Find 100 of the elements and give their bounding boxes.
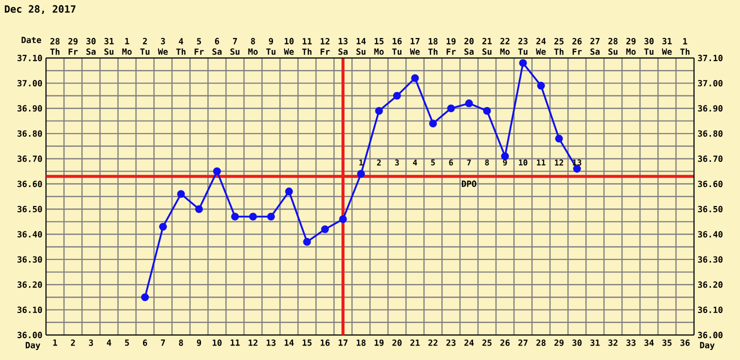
annotation: DPO: [462, 180, 476, 187]
x-axis-title: Day: [26, 342, 40, 350]
text: 1 Th: [680, 38, 690, 55]
point: [303, 238, 311, 246]
text: 18 Th: [428, 38, 438, 55]
x-tick-label: 10: [212, 340, 222, 346]
x-tick-label: 23: [446, 340, 456, 346]
x-tick-label: 7: [161, 340, 165, 346]
x-tick-label: 22: [428, 340, 438, 346]
x-tick-label: 21: [410, 340, 420, 346]
y-tick-label: 36.60: [18, 180, 42, 188]
point: [447, 104, 455, 112]
x-tick-label: 36: [680, 340, 690, 346]
y-tick-label: 36.30: [18, 256, 42, 263]
point: [465, 99, 473, 108]
text: 1 Mo: [122, 38, 132, 55]
text: 31 Su: [104, 38, 114, 55]
text: 30 Tu: [644, 38, 654, 55]
text: 31 We: [662, 38, 672, 55]
text: 29 Mo: [626, 38, 636, 55]
text: Day: [700, 342, 715, 350]
x-tick-label: 34: [644, 340, 654, 346]
point: [177, 190, 185, 198]
x-tick-label: 32: [608, 340, 618, 346]
text: 14 Su: [356, 38, 366, 55]
text: 28 Su: [608, 38, 618, 55]
text: 6 Sa: [212, 38, 222, 55]
point: [555, 134, 563, 142]
x-tick-label: 24: [464, 340, 474, 346]
point: [249, 212, 257, 221]
point: [321, 225, 329, 234]
y2-tick-label: 36.80: [698, 130, 723, 137]
y2-tick-label: 36.70: [698, 156, 723, 162]
text: 12 Fr: [320, 38, 330, 55]
point: [267, 212, 275, 221]
x-tick-label: 11: [230, 340, 240, 346]
y-tick-label: 36.10: [18, 306, 42, 314]
x-tick-label: 4: [106, 340, 112, 346]
y-tick-label: 36.50: [18, 206, 42, 212]
point: [357, 170, 365, 178]
x-tick-label: 13: [266, 340, 276, 346]
text: 30 Sa: [86, 38, 96, 55]
point: [195, 205, 203, 213]
y-tick-label: 37.10: [18, 54, 42, 62]
point: [393, 92, 401, 100]
text: 22 Mo: [500, 38, 510, 55]
x-tick-label: 19: [374, 340, 384, 346]
y2-tick-label: 36.20: [698, 281, 723, 288]
text: 21 Su: [482, 38, 492, 55]
x-tick-label: 28: [536, 340, 546, 346]
point: [519, 59, 527, 67]
text: 3 We: [158, 38, 168, 55]
point: [411, 74, 419, 82]
x-tick-label: 8: [178, 340, 184, 346]
x-tick-label: 3: [88, 340, 94, 346]
y-tick-label: 36.00: [18, 332, 42, 338]
x-tick-label: 16: [320, 340, 330, 346]
text: 29 Fr: [68, 38, 78, 55]
point: [429, 120, 437, 128]
point: [537, 82, 545, 90]
text: 20 Sa: [464, 38, 474, 55]
x-tick-label: 33: [626, 340, 636, 346]
y2-tick-label: 36.90: [698, 105, 723, 112]
text: 10 We: [284, 38, 294, 55]
y2-tick-label: 36.40: [698, 231, 723, 238]
text: 23 Tu: [518, 38, 528, 55]
text: 15 Mo: [374, 38, 384, 55]
x-tick-label: 6: [143, 340, 148, 346]
x-tick-label: 30: [572, 340, 582, 346]
y-tick-label: 36.70: [18, 156, 42, 162]
point: [375, 106, 383, 115]
chart-title: Dec 28, 2017: [4, 5, 76, 14]
point: [483, 106, 491, 115]
text: 17 We: [410, 38, 420, 55]
text: 11 Th: [302, 38, 312, 55]
x2-axis-title: Date: [22, 36, 42, 44]
x-tick-label: 26: [500, 340, 510, 346]
text: 26 Fr: [572, 38, 582, 55]
x-tick-label: 15: [302, 340, 312, 346]
y-tick-label: 36.80: [18, 130, 42, 137]
x-tick-label: 29: [554, 340, 564, 346]
text: 7 Su: [230, 38, 240, 55]
x-tick-label: 27: [518, 340, 528, 346]
text: 25 Th: [554, 38, 564, 55]
x-tick-label: 2: [70, 340, 75, 346]
point: [339, 215, 347, 224]
y-tick-label: 36.90: [18, 105, 42, 112]
y-tick-label: 37.00: [18, 80, 42, 86]
point: [501, 152, 509, 160]
y-tick-label: 36.20: [18, 281, 42, 288]
y2-tick-label: 36.30: [698, 256, 723, 263]
y2-tick-label: 36.00: [698, 332, 723, 338]
x-tick-label: 25: [482, 340, 492, 346]
x-tick-label: 31: [590, 340, 600, 346]
point: [159, 222, 167, 231]
x-tick-label: 1: [53, 340, 58, 346]
text: 5 Fr: [194, 38, 204, 55]
y2-tick-label: 36.10: [698, 306, 723, 314]
x-tick-label: 12: [248, 340, 258, 346]
text: 4 Th: [176, 38, 186, 55]
